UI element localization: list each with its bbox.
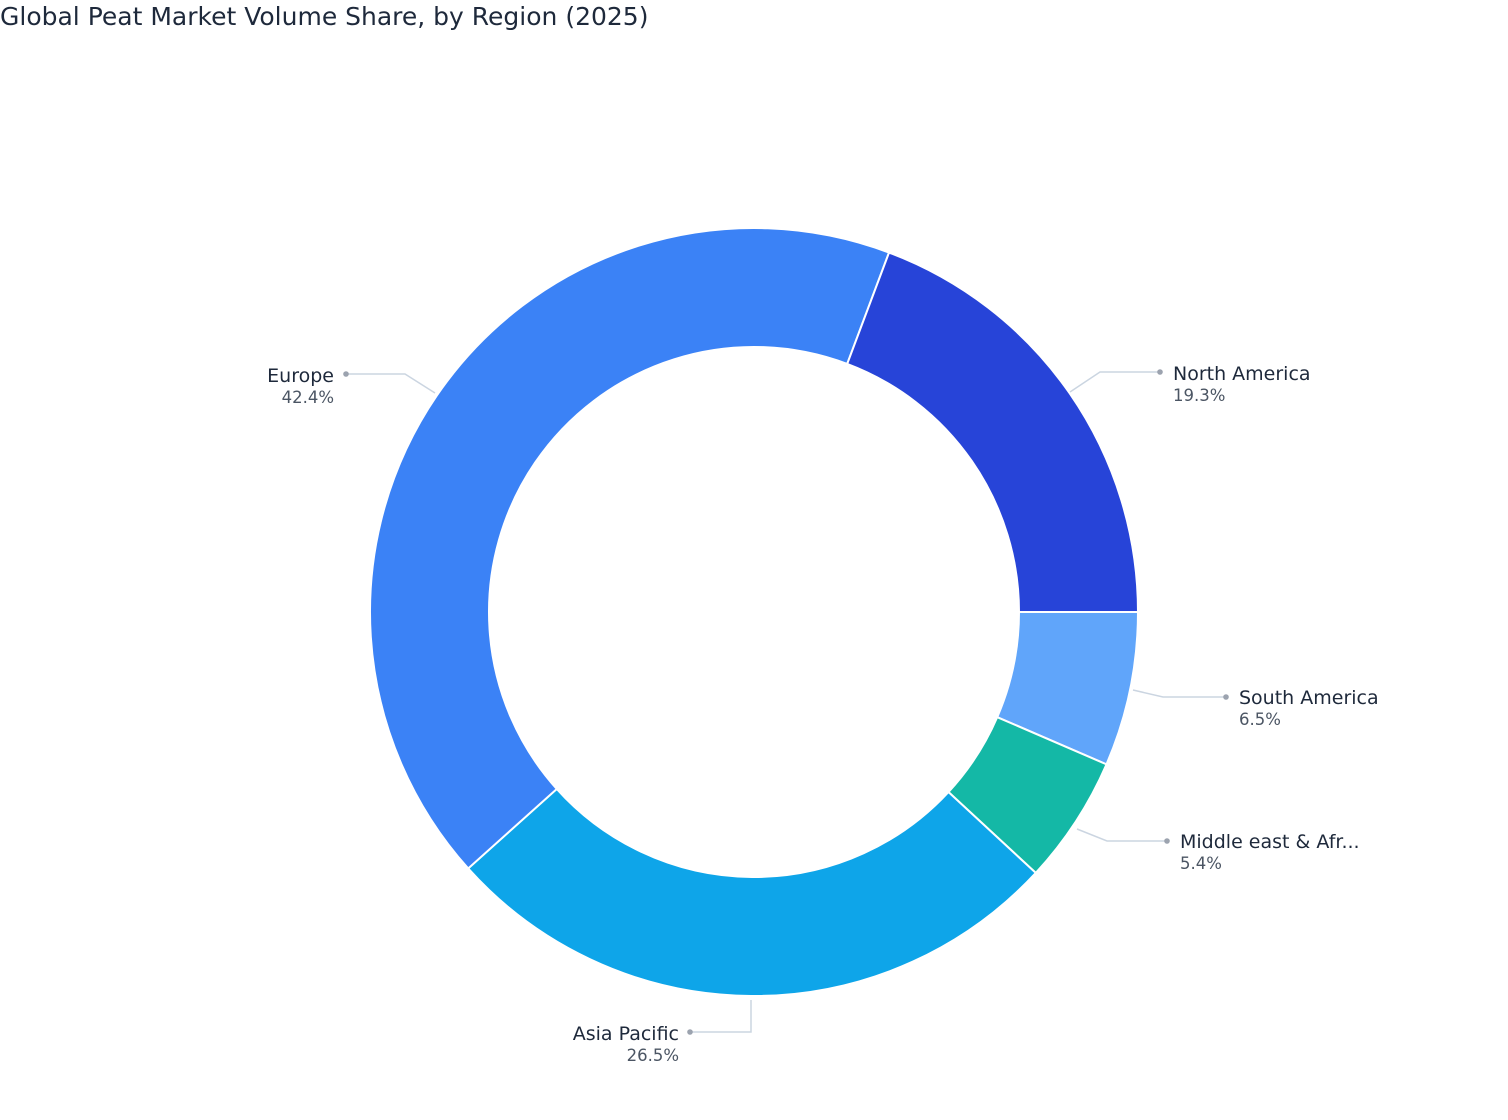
leader-line [1076,828,1167,842]
leader-line [690,1000,752,1033]
slice-label: North America [1173,363,1311,385]
slice-asia-pacific[interactable] [466,787,1038,997]
slice-label: Asia Pacific [573,1023,679,1045]
leader-dot [343,371,349,377]
slice-europe[interactable] [369,227,891,870]
leader-line [1132,689,1226,698]
slice-value-label: 6.5% [1239,710,1281,729]
leader-dot [687,1029,693,1035]
slice-label: Middle east & Afr... [1180,831,1360,853]
slice-label: Europe [267,365,334,387]
slice-value-label: 19.3% [1173,386,1225,405]
slice-value-label: 26.5% [627,1046,679,1065]
slice-north-america[interactable] [845,251,1140,613]
leader-dot [1157,369,1163,375]
slice-value-label: 42.4% [282,388,334,407]
slice-label: South America [1239,687,1379,709]
leader-line [346,373,436,394]
leader-dot [1223,694,1229,700]
leader-line [1069,371,1160,393]
slice-value-label: 5.4% [1180,854,1222,873]
leader-dot [1164,838,1170,844]
chart-title: Global Peat Market Volume Share, by Regi… [0,2,649,31]
